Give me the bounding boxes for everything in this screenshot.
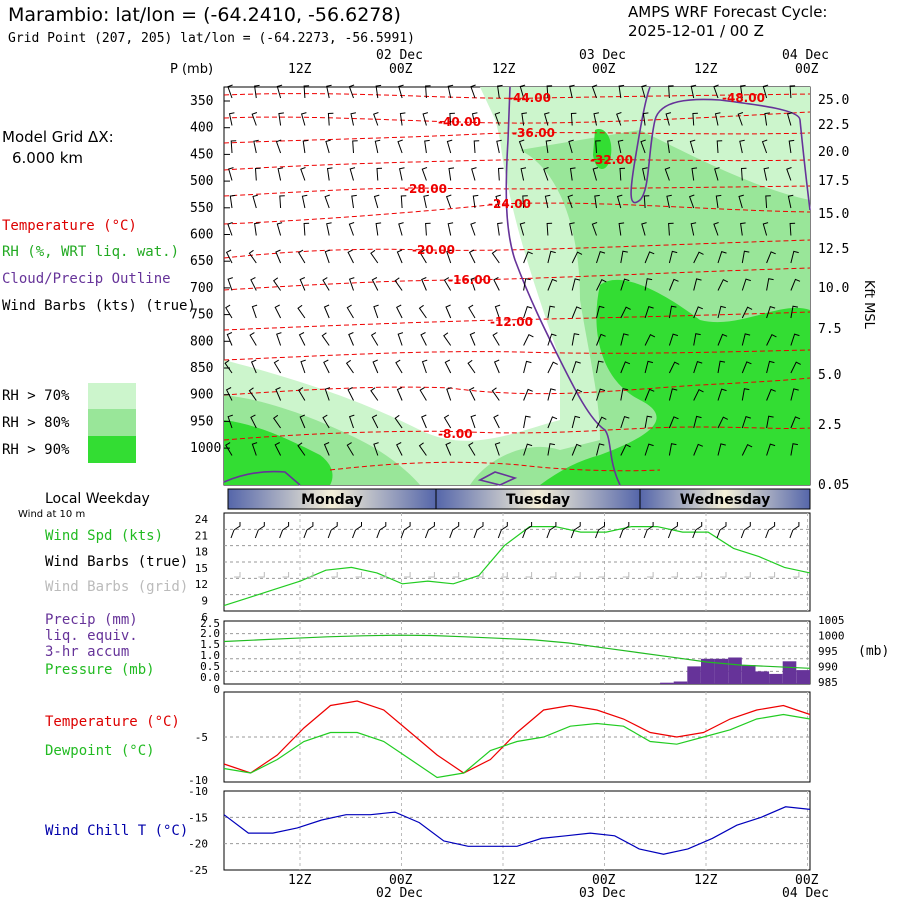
height-tick: 22.5	[818, 118, 849, 133]
height-tick: 25.0	[818, 93, 849, 108]
pressure-tick: 550	[190, 201, 213, 216]
precip-ytick: 0	[213, 683, 220, 696]
isotherm-label: -32.00	[590, 153, 633, 167]
weekday-label-monday: Monday	[301, 492, 363, 508]
precip-bar	[756, 671, 770, 684]
temp-ytick: -5	[195, 731, 208, 744]
chill-ytick: -25	[188, 864, 208, 877]
wind-ytick: 24	[195, 513, 209, 526]
chill-ytick: -10	[188, 785, 208, 798]
isotherm-label: -20.00	[412, 243, 455, 257]
pressure-ytick: 1005	[818, 614, 845, 627]
chill-panel-frame	[224, 791, 810, 870]
isotherm-label: -16.00	[448, 273, 491, 287]
pressure-ytick: 1000	[818, 630, 845, 643]
pressure-tick: 900	[190, 388, 213, 403]
chill-ytick: -20	[188, 838, 208, 851]
pressure-tick: 400	[190, 121, 213, 136]
wind-ytick: 21	[195, 529, 208, 542]
height-tick: 12.5	[818, 242, 849, 257]
height-tick: 15.0	[818, 207, 849, 222]
pressure-ytick: 990	[818, 661, 838, 674]
isotherm-label: -24.00	[488, 197, 531, 211]
isotherm-label: -28.00	[404, 182, 447, 196]
height-tick: 2.5	[818, 418, 841, 433]
pressure-ytick: 995	[818, 645, 838, 658]
precip-bar	[769, 674, 783, 684]
pressure-tick: 800	[190, 334, 213, 349]
chill-ytick: -15	[188, 811, 208, 824]
isotherm-label: -36.00	[512, 126, 555, 140]
wind-ytick: 9	[201, 595, 208, 608]
isotherm-label: -48.00	[722, 91, 765, 105]
pressure-tick: 850	[190, 361, 213, 376]
weekday-label-tuesday: Tuesday	[506, 492, 570, 508]
precip-bar	[783, 661, 797, 684]
pressure-tick: 500	[190, 174, 213, 189]
height-tick: 5.0	[818, 368, 841, 383]
height-ticks: 25.0 22.5 20.0 17.5 15.0 12.5 10.0 7.5 5.0 2.5 0.0…	[818, 93, 849, 493]
wind-ytick: 18	[195, 546, 208, 559]
pressure-tick: 450	[190, 147, 213, 162]
height-tick: 7.5	[818, 322, 841, 337]
height-tick: 10.0	[818, 281, 849, 296]
pressure-tick: 950	[190, 414, 213, 429]
height-tick: 0.05	[818, 478, 849, 493]
precip-bar	[796, 670, 810, 684]
pressure-ytick: 985	[818, 676, 838, 689]
isotherm-label: -40.00	[438, 115, 481, 129]
wind-ytick: 12	[195, 578, 208, 591]
pressure-tick: 650	[190, 254, 213, 269]
weekday-band: Monday Tuesday Wednesday	[228, 489, 810, 509]
pressure-tick: 1000	[190, 441, 221, 456]
pressure-tick: 350	[190, 94, 213, 109]
wind-ytick: 15	[195, 562, 208, 575]
isotherm-label: -12.00	[490, 315, 533, 329]
pressure-tick: 600	[190, 228, 213, 243]
precip-bar	[660, 683, 674, 684]
precip-bar	[728, 658, 742, 685]
precip-bar	[674, 682, 688, 685]
isotherm-label: -8.00	[438, 427, 473, 441]
height-tick: 17.5	[818, 174, 849, 189]
height-tick: 20.0	[818, 145, 849, 160]
precip-bar	[742, 665, 756, 684]
weekday-label-wednesday: Wednesday	[680, 492, 770, 508]
precip-bar	[687, 666, 701, 684]
pressure-tick: 700	[190, 281, 213, 296]
pressure-tick: 750	[190, 308, 213, 323]
isotherm-label: -44.00	[508, 91, 551, 105]
